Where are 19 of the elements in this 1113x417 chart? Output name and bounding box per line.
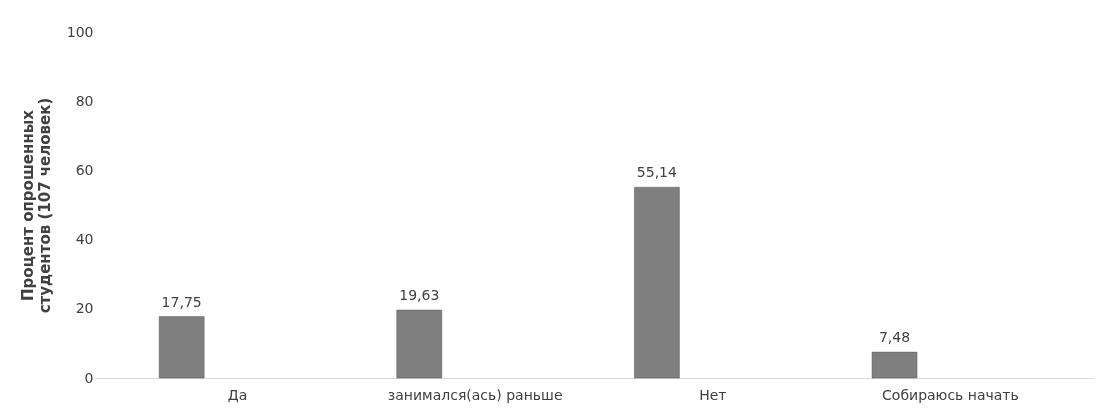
bar — [634, 186, 680, 379]
x-tick-label: Да — [227, 386, 248, 403]
data-label: 19,63 — [399, 287, 440, 304]
y-tick-label: 40 — [75, 231, 94, 248]
data-label: 17,75 — [161, 293, 202, 310]
y-tick-label: 60 — [75, 161, 94, 178]
x-tick-label: Нет — [699, 386, 727, 403]
y-tick-label: 0 — [84, 369, 94, 386]
bar — [871, 351, 918, 379]
x-tick-label: занимался(ась) раньше — [387, 386, 563, 403]
x-tick-label: Собираюсь начать — [882, 386, 1019, 403]
y-tick-label: 100 — [66, 23, 94, 40]
bar — [158, 316, 205, 379]
data-label: 55,14 — [636, 164, 678, 181]
y-tick-label: 80 — [75, 92, 94, 109]
data-label: 7,48 — [878, 329, 911, 346]
y-tick-label: 20 — [75, 300, 94, 317]
y-axis-title: Процент опрошенных студентов (107 человек) — [18, 97, 54, 314]
bar — [396, 309, 443, 379]
